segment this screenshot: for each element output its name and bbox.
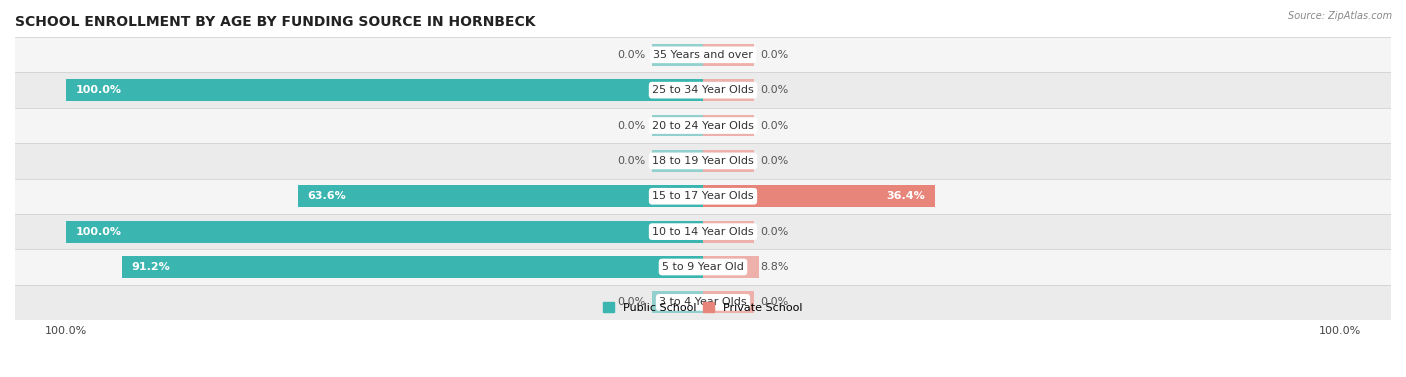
Bar [15, 285, 1391, 320]
Text: 18 to 19 Year Olds: 18 to 19 Year Olds [652, 156, 754, 166]
Bar [703, 221, 754, 242]
Bar [66, 221, 703, 242]
Bar [15, 108, 1391, 143]
Bar [652, 150, 703, 172]
Bar [652, 115, 703, 136]
Text: Source: ZipAtlas.com: Source: ZipAtlas.com [1288, 11, 1392, 21]
Bar [703, 115, 754, 136]
Bar [703, 44, 754, 66]
Bar [652, 44, 703, 66]
Bar [703, 256, 759, 278]
Bar [15, 72, 1391, 108]
Text: 91.2%: 91.2% [132, 262, 170, 272]
Bar [15, 249, 1391, 285]
Text: 0.0%: 0.0% [617, 50, 645, 60]
Text: 20 to 24 Year Olds: 20 to 24 Year Olds [652, 121, 754, 130]
Text: 35 Years and over: 35 Years and over [652, 50, 754, 60]
Bar [15, 214, 1391, 249]
Bar [652, 291, 703, 313]
Text: 0.0%: 0.0% [761, 297, 789, 307]
Bar [66, 79, 703, 101]
Bar [703, 185, 935, 207]
Bar [703, 291, 754, 313]
Text: 0.0%: 0.0% [761, 156, 789, 166]
Text: 0.0%: 0.0% [761, 227, 789, 237]
Text: 36.4%: 36.4% [887, 191, 925, 201]
Text: 100.0%: 100.0% [76, 227, 121, 237]
Bar [703, 79, 754, 101]
Text: 63.6%: 63.6% [308, 191, 346, 201]
Text: 0.0%: 0.0% [761, 50, 789, 60]
Text: 15 to 17 Year Olds: 15 to 17 Year Olds [652, 191, 754, 201]
Legend: Public School, Private School: Public School, Private School [599, 298, 807, 317]
Bar [15, 179, 1391, 214]
Text: 0.0%: 0.0% [617, 156, 645, 166]
Text: 25 to 34 Year Olds: 25 to 34 Year Olds [652, 85, 754, 95]
Bar [122, 256, 703, 278]
Text: 3 to 4 Year Olds: 3 to 4 Year Olds [659, 297, 747, 307]
Bar [703, 150, 754, 172]
Text: 0.0%: 0.0% [761, 85, 789, 95]
Text: 0.0%: 0.0% [617, 121, 645, 130]
Text: 5 to 9 Year Old: 5 to 9 Year Old [662, 262, 744, 272]
Text: 0.0%: 0.0% [617, 297, 645, 307]
Text: 8.8%: 8.8% [761, 262, 789, 272]
Text: 100.0%: 100.0% [76, 85, 121, 95]
Text: SCHOOL ENROLLMENT BY AGE BY FUNDING SOURCE IN HORNBECK: SCHOOL ENROLLMENT BY AGE BY FUNDING SOUR… [15, 15, 536, 29]
Bar [15, 37, 1391, 72]
Text: 10 to 14 Year Olds: 10 to 14 Year Olds [652, 227, 754, 237]
Bar [298, 185, 703, 207]
Text: 0.0%: 0.0% [761, 121, 789, 130]
Bar [15, 143, 1391, 179]
